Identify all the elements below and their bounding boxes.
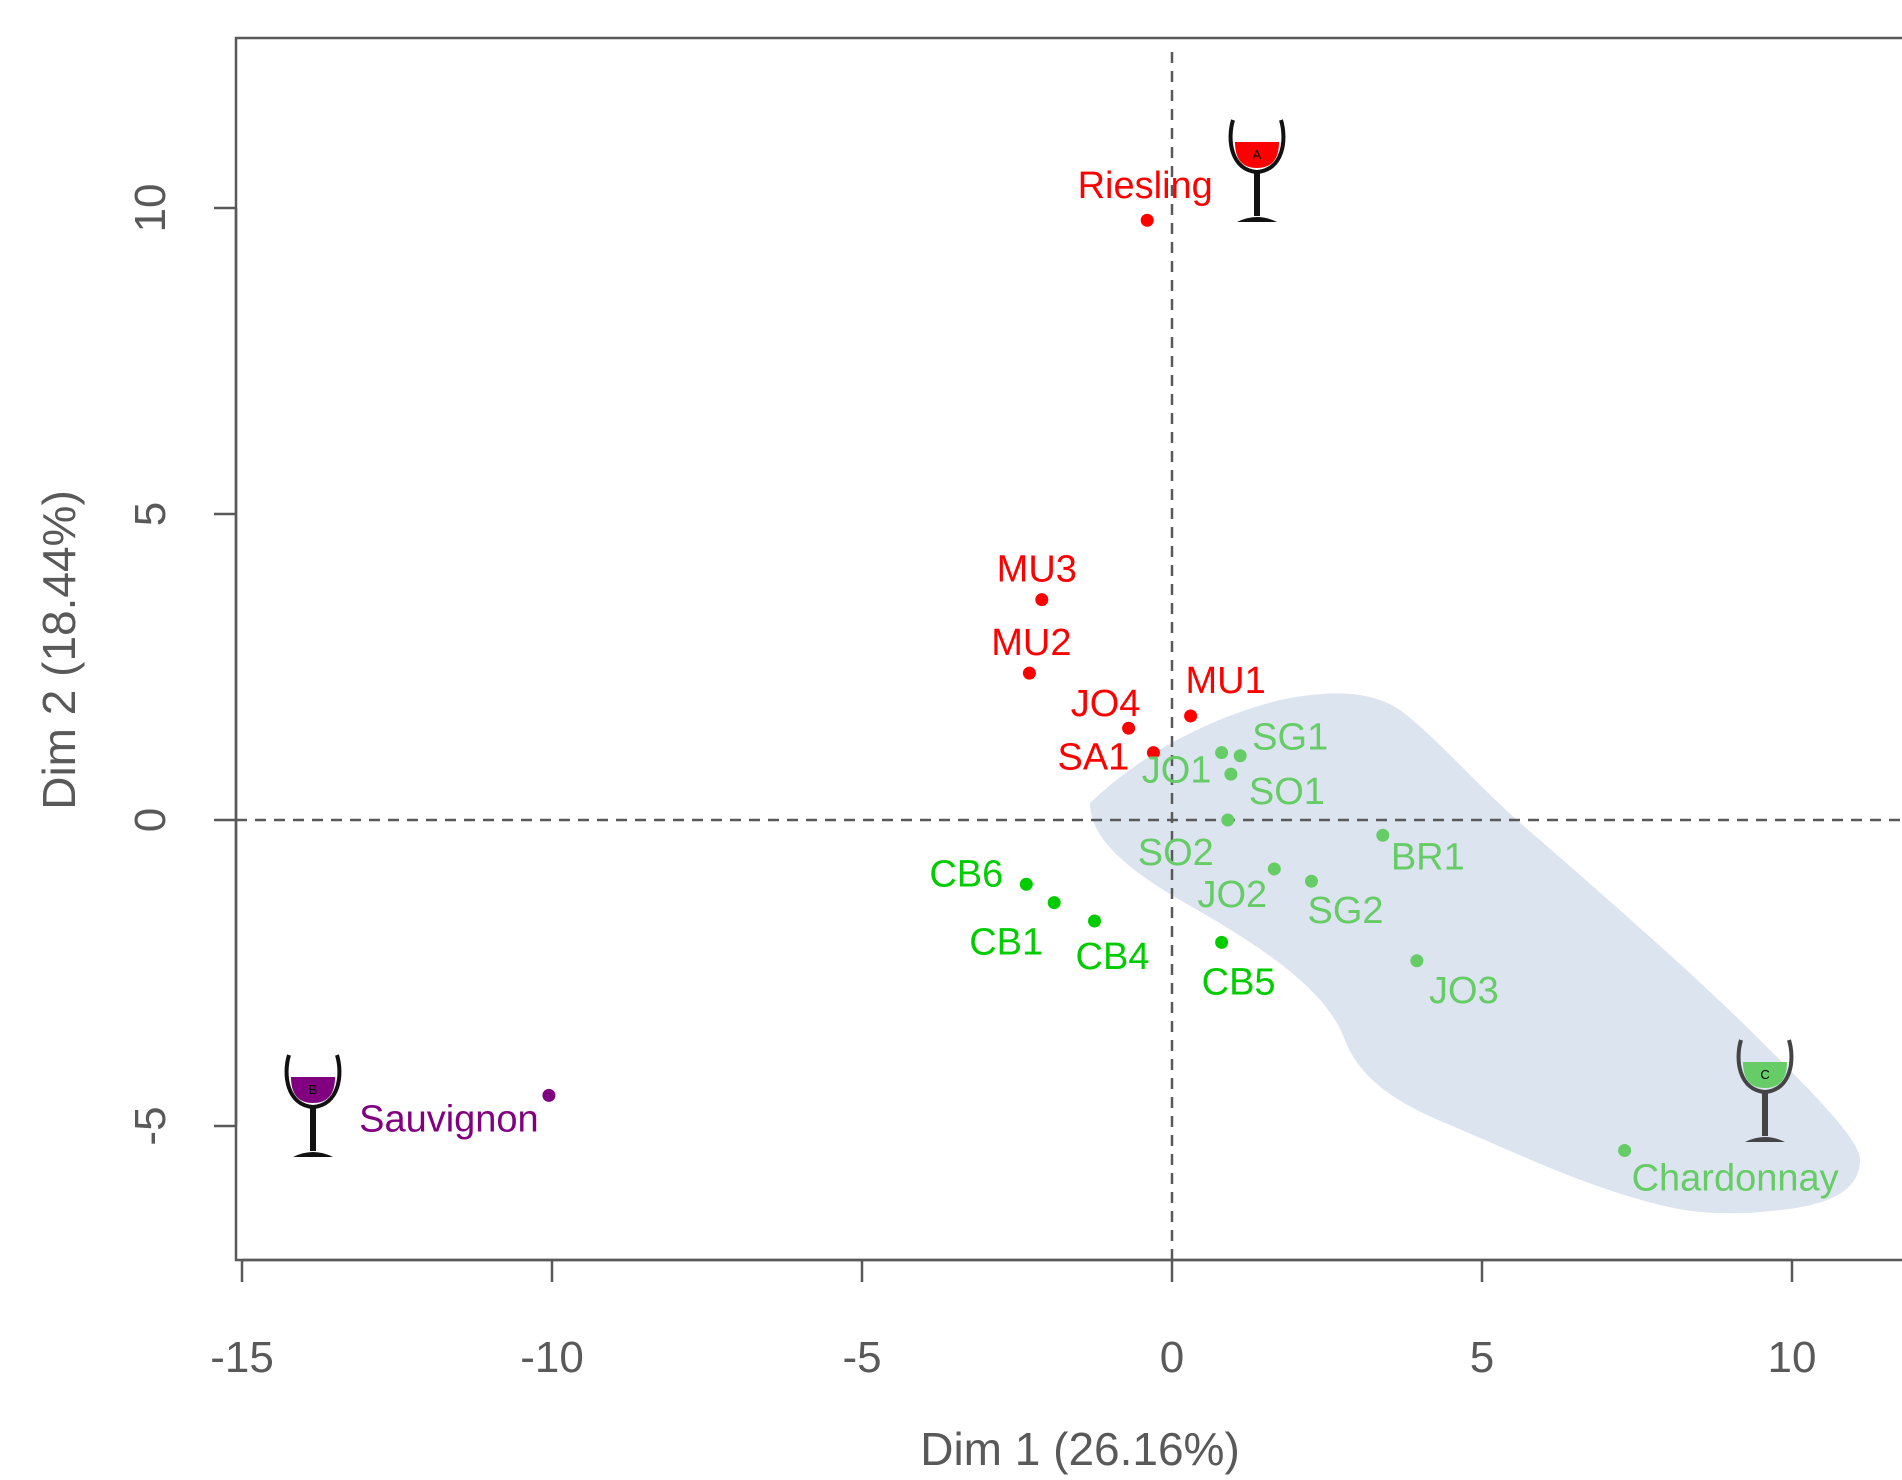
data-point — [1221, 813, 1235, 827]
data-point-label: MU2 — [991, 622, 1071, 664]
wine-glass-icons: A B C — [284, 119, 1794, 1157]
data-point-label: JO3 — [1429, 970, 1499, 1012]
wine-glass-letter: C — [1760, 1067, 1769, 1082]
data-point-label: CB6 — [929, 853, 1003, 895]
data-point-label: CB4 — [1076, 936, 1150, 978]
data-point — [1140, 213, 1154, 227]
y-axis-title: Dim 2 (18.44%) — [33, 490, 85, 810]
data-point — [1410, 954, 1424, 968]
data-point-label: CB1 — [969, 922, 1043, 964]
wine-glass-letter: A — [1253, 147, 1262, 162]
data-point — [1035, 593, 1049, 607]
data-point — [1267, 862, 1281, 876]
data-point-label: MU3 — [997, 549, 1077, 591]
data-point — [1019, 877, 1033, 891]
data-point-label: SG1 — [1252, 717, 1328, 759]
wine-glass-letter: B — [309, 1082, 318, 1097]
data-point — [1305, 874, 1318, 888]
data-point — [1618, 1143, 1632, 1157]
data-point — [1022, 666, 1036, 680]
wine-glass-icon: C — [1736, 1039, 1794, 1142]
y-tick-label: 0 — [126, 808, 175, 832]
data-point-label: JO2 — [1197, 874, 1267, 916]
y-tick-label: -5 — [126, 1106, 175, 1145]
data-point-label: SA1 — [1057, 737, 1129, 779]
y-tick-label: 5 — [126, 502, 175, 526]
y-tick-label: 10 — [126, 184, 175, 233]
data-point — [1146, 746, 1160, 760]
data-point-label: MU1 — [1185, 660, 1265, 702]
data-point-label: Chardonnay — [1632, 1157, 1839, 1199]
data-point — [1215, 746, 1229, 760]
wine-glass-icon: B — [284, 1054, 342, 1157]
data-point — [1224, 767, 1238, 781]
data-point — [1184, 709, 1198, 723]
data-point-label: Riesling — [1078, 165, 1213, 207]
data-point-label: JO4 — [1071, 683, 1141, 725]
chardonnay-region — [1090, 693, 1860, 1214]
data-point — [1215, 935, 1229, 949]
x-axis: -15 -10 -5 0 5 10 — [210, 1258, 1817, 1382]
data-point — [1088, 914, 1101, 928]
x-tick-label: -15 — [210, 1333, 274, 1382]
data-point — [1376, 828, 1390, 842]
data-point-labels: Riesling MU3 MU2 MU1 JO4 SA1 SG1 JO1 SO1 SO2 BR1 JO… — [359, 165, 1839, 1199]
wine-glass-icon: A — [1228, 119, 1286, 222]
x-tick-label: -10 — [520, 1333, 584, 1382]
x-tick-label: 5 — [1470, 1333, 1494, 1382]
x-tick-label: 0 — [1160, 1333, 1184, 1382]
x-tick-label: 10 — [1768, 1333, 1817, 1382]
data-point-label: Sauvignon — [359, 1098, 539, 1140]
data-point-label: SO2 — [1138, 832, 1214, 874]
data-point-label: JO1 — [1142, 750, 1212, 792]
data-point-label: BR1 — [1391, 836, 1465, 878]
data-point-label: SO1 — [1249, 771, 1325, 813]
y-axis: -5 0 5 10 — [126, 184, 238, 1146]
data-point-label: CB5 — [1202, 961, 1276, 1003]
x-axis-title: Dim 1 (26.16%) — [920, 1423, 1240, 1475]
data-point-label: SG2 — [1307, 890, 1383, 932]
data-point — [1047, 896, 1061, 910]
data-point — [1122, 721, 1136, 735]
x-tick-label: -5 — [842, 1333, 881, 1382]
data-points — [542, 213, 1632, 1157]
data-point — [1233, 749, 1247, 763]
data-point — [542, 1088, 556, 1102]
